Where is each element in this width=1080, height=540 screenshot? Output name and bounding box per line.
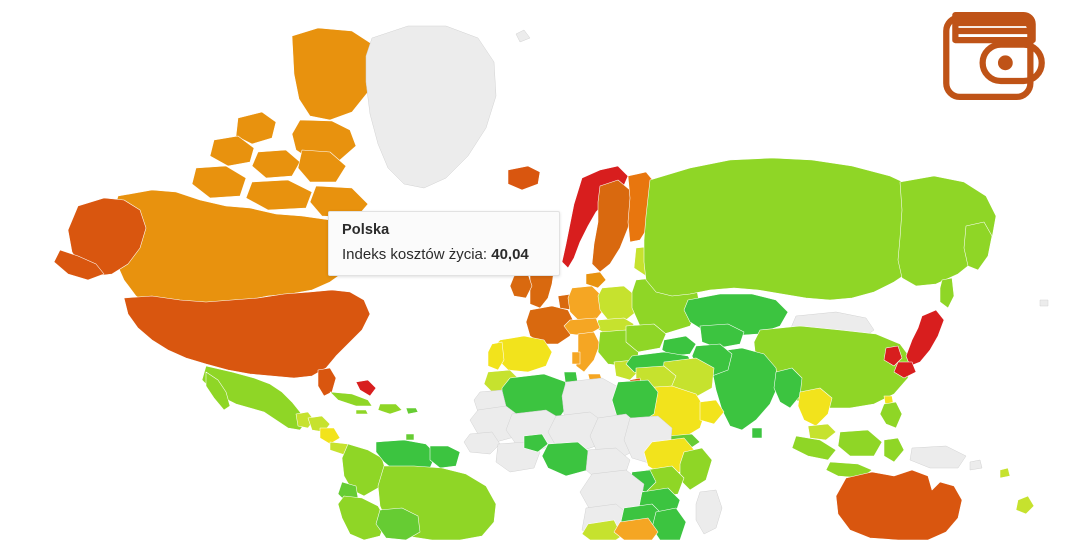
region-chad[interactable] [590, 414, 640, 460]
region-canada-arctic-6[interactable] [298, 150, 346, 182]
region-sulawesi[interactable] [884, 438, 904, 462]
region-korea[interactable] [884, 346, 902, 366]
region-papua-new-guinea[interactable] [910, 446, 966, 468]
region-namibia[interactable] [582, 520, 622, 540]
region-ireland[interactable] [510, 274, 532, 298]
wallet-icon [943, 11, 1045, 101]
region-new-zealand[interactable] [1016, 496, 1034, 514]
region-bolivia[interactable] [376, 508, 420, 540]
region-canada-arctic-3[interactable] [236, 112, 276, 144]
region-alaska[interactable] [68, 198, 146, 276]
region-sakhalin[interactable] [940, 278, 954, 308]
region-mozambique[interactable] [652, 508, 686, 540]
region-guyana-suriname[interactable] [430, 446, 460, 468]
region-pacific-islands[interactable] [970, 460, 982, 470]
region-hispaniola[interactable] [378, 404, 402, 414]
region-canada[interactable] [112, 190, 362, 314]
region-canada-arctic-5[interactable] [252, 150, 300, 178]
region-thailand-vietnam[interactable] [798, 388, 832, 426]
region-zimbabwe-botswana[interactable] [614, 518, 658, 540]
wallet-logo[interactable] [936, 6, 1052, 106]
map-tooltip: Polska Indeks kosztów życia: 40,04 [328, 211, 560, 276]
region-niger[interactable] [548, 412, 606, 452]
wallet-coin-dot [997, 55, 1013, 71]
region-borneo[interactable] [838, 430, 882, 456]
region-senegal-guinea[interactable] [464, 432, 500, 454]
region-burkina[interactable] [524, 434, 548, 452]
region-germany[interactable] [568, 286, 602, 322]
region-specks-1 [1040, 300, 1048, 306]
region-greenland[interactable] [366, 26, 496, 188]
region-philippines[interactable] [880, 402, 902, 428]
region-madagascar[interactable] [696, 490, 722, 534]
region-australia[interactable] [836, 470, 962, 540]
region-caucasus[interactable] [662, 336, 696, 356]
region-iceland[interactable] [508, 166, 540, 190]
region-malaysia[interactable] [808, 424, 836, 440]
region-canada-arctic-1[interactable] [292, 28, 378, 120]
region-uae-oman[interactable] [700, 400, 724, 424]
region-canada-arctic-4[interactable] [210, 136, 254, 166]
tooltip-metric-row: Indeks kosztów życia: 40,04 [342, 244, 546, 265]
region-bangladesh-myanmar[interactable] [774, 368, 802, 408]
region-somalia[interactable] [680, 448, 712, 490]
tooltip-country-name: Polska [342, 222, 390, 238]
region-nigeria[interactable] [542, 442, 592, 476]
region-specks-2 [516, 30, 530, 42]
region-romania-bulgaria[interactable] [626, 324, 666, 352]
region-trinidad[interactable] [406, 434, 414, 440]
region-indonesia-sumatra[interactable] [792, 436, 836, 460]
region-peru[interactable] [338, 496, 386, 540]
region-jamaica[interactable] [356, 410, 368, 414]
region-bahamas[interactable] [356, 380, 376, 396]
region-puerto-rico[interactable] [406, 408, 418, 414]
region-poland[interactable] [598, 286, 636, 320]
region-usa-florida[interactable] [318, 368, 336, 396]
region-uzbekistan[interactable] [700, 324, 744, 348]
region-alaska-peninsula[interactable] [54, 250, 104, 280]
region-japan[interactable] [906, 310, 944, 366]
region-portugal[interactable] [488, 342, 504, 370]
region-japan-south[interactable] [894, 362, 916, 378]
region-sri-lanka[interactable] [752, 428, 762, 438]
region-kamchatka[interactable] [964, 222, 992, 270]
region-colombia[interactable] [342, 444, 386, 496]
tooltip-metric-value: 40,04 [491, 245, 529, 263]
region-canada-arctic-8[interactable] [246, 180, 312, 210]
region-russia[interactable] [644, 158, 952, 300]
region-baja-california[interactable] [206, 372, 230, 410]
region-cuba[interactable] [330, 392, 372, 406]
tooltip-metric-label: Indeks kosztów życia: [342, 245, 488, 263]
region-canada-arctic-7[interactable] [192, 166, 246, 198]
region-fiji[interactable] [1000, 468, 1010, 478]
region-nicaragua[interactable] [320, 428, 340, 444]
region-usa[interactable] [124, 290, 370, 378]
region-denmark[interactable] [586, 272, 606, 288]
region-sardinia[interactable] [572, 352, 580, 364]
